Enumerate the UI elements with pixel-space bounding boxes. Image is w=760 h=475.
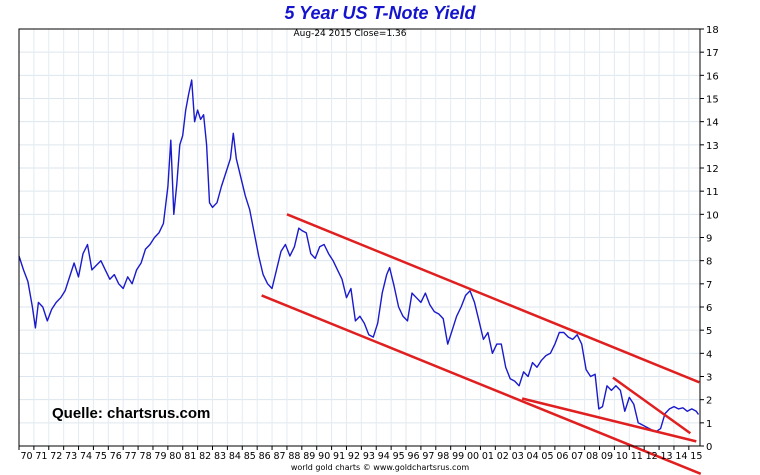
y-tick-label: 5 <box>706 326 712 337</box>
trend-line <box>612 376 692 435</box>
x-tick-label: 01 <box>482 451 494 462</box>
trend-line <box>521 397 697 443</box>
x-tick-label: 10 <box>616 451 628 462</box>
y-tick-label: 9 <box>706 234 712 245</box>
x-tick-label: 91 <box>333 451 345 462</box>
x-tick-label: 74 <box>80 451 92 462</box>
x-tick-label: 76 <box>110 451 122 462</box>
x-tick-label: 88 <box>288 451 300 462</box>
y-tick-label: 7 <box>706 280 712 291</box>
yield-series-line <box>18 79 700 433</box>
x-tick-label: 71 <box>35 451 47 462</box>
trend-line <box>286 213 700 384</box>
x-tick-label: 08 <box>586 451 598 462</box>
y-tick-label: 17 <box>706 48 719 59</box>
x-tick-label: 82 <box>199 451 211 462</box>
x-tick-label: 80 <box>169 451 181 462</box>
x-tick-label: 09 <box>601 451 613 462</box>
x-tick-label: 03 <box>512 451 524 462</box>
x-tick-label: 11 <box>631 451 643 462</box>
x-tick-label: 12 <box>646 451 658 462</box>
x-tick-label: 73 <box>65 451 77 462</box>
x-tick-label: 90 <box>318 451 330 462</box>
x-tick-label: 77 <box>125 451 137 462</box>
y-tick-label: 11 <box>706 187 719 198</box>
chart-title: 5 Year US T-Note Yield <box>284 3 476 23</box>
y-tick-label: 8 <box>706 257 712 268</box>
y-tick-label: 0 <box>706 442 712 453</box>
x-tick-label: 04 <box>527 451 539 462</box>
x-tick-label: 15 <box>690 451 702 462</box>
credit-label: world gold charts © www.goldchartsrus.co… <box>290 463 470 472</box>
trend-lines <box>261 213 702 475</box>
y-tick-label: 1 <box>706 419 712 430</box>
y-tick-label: 2 <box>706 396 712 407</box>
y-tick-label: 13 <box>706 141 719 152</box>
trend-line <box>261 294 702 475</box>
x-tick-label: 95 <box>393 451 405 462</box>
chart-subtitle: Aug-24 2015 Close=1.36 <box>293 29 407 39</box>
x-tick-label: 70 <box>20 451 32 462</box>
x-axis: 70 71 72 73 74 75 76 77 78 79 80 81 82 83 84 85 86 87 88 89… <box>18 446 702 462</box>
x-tick-label: 72 <box>50 451 62 462</box>
y-tick-label: 4 <box>706 349 712 360</box>
x-tick-label: 00 <box>467 451 479 462</box>
x-tick-label: 97 <box>422 451 434 462</box>
x-tick-label: 96 <box>407 451 419 462</box>
x-tick-label: 98 <box>437 451 449 462</box>
x-tick-label: 94 <box>378 451 390 462</box>
x-tick-label: 84 <box>229 451 241 462</box>
x-tick-label: 07 <box>571 451 583 462</box>
x-tick-label: 92 <box>348 451 360 462</box>
x-tick-label: 89 <box>303 451 315 462</box>
series-layer <box>18 79 700 433</box>
x-tick-label: 81 <box>184 451 196 462</box>
x-tick-label: 93 <box>363 451 375 462</box>
x-tick-label: 79 <box>154 451 166 462</box>
x-tick-label: 83 <box>214 451 226 462</box>
y-tick-label: 16 <box>706 71 719 82</box>
y-tick-label: 6 <box>706 303 712 314</box>
x-tick-label: 02 <box>497 451 509 462</box>
x-tick-label: 87 <box>274 451 286 462</box>
x-tick-label: 14 <box>675 451 687 462</box>
x-tick-label: 99 <box>452 451 464 462</box>
y-tick-label: 12 <box>706 164 719 175</box>
x-tick-label: 86 <box>259 451 271 462</box>
y-tick-label: 10 <box>706 210 719 221</box>
y-tick-label: 3 <box>706 373 712 384</box>
y-tick-label: 18 <box>706 25 719 36</box>
x-tick-label: 05 <box>541 451 553 462</box>
x-tick-label: 06 <box>556 451 568 462</box>
x-tick-label: 85 <box>244 451 256 462</box>
source-label: Quelle: chartsrus.com <box>52 405 211 422</box>
y-tick-label: 14 <box>706 118 719 129</box>
x-tick-label: 13 <box>661 451 673 462</box>
x-tick-label: 78 <box>140 451 152 462</box>
x-tick-label: 75 <box>95 451 107 462</box>
y-tick-label: 15 <box>706 95 719 106</box>
